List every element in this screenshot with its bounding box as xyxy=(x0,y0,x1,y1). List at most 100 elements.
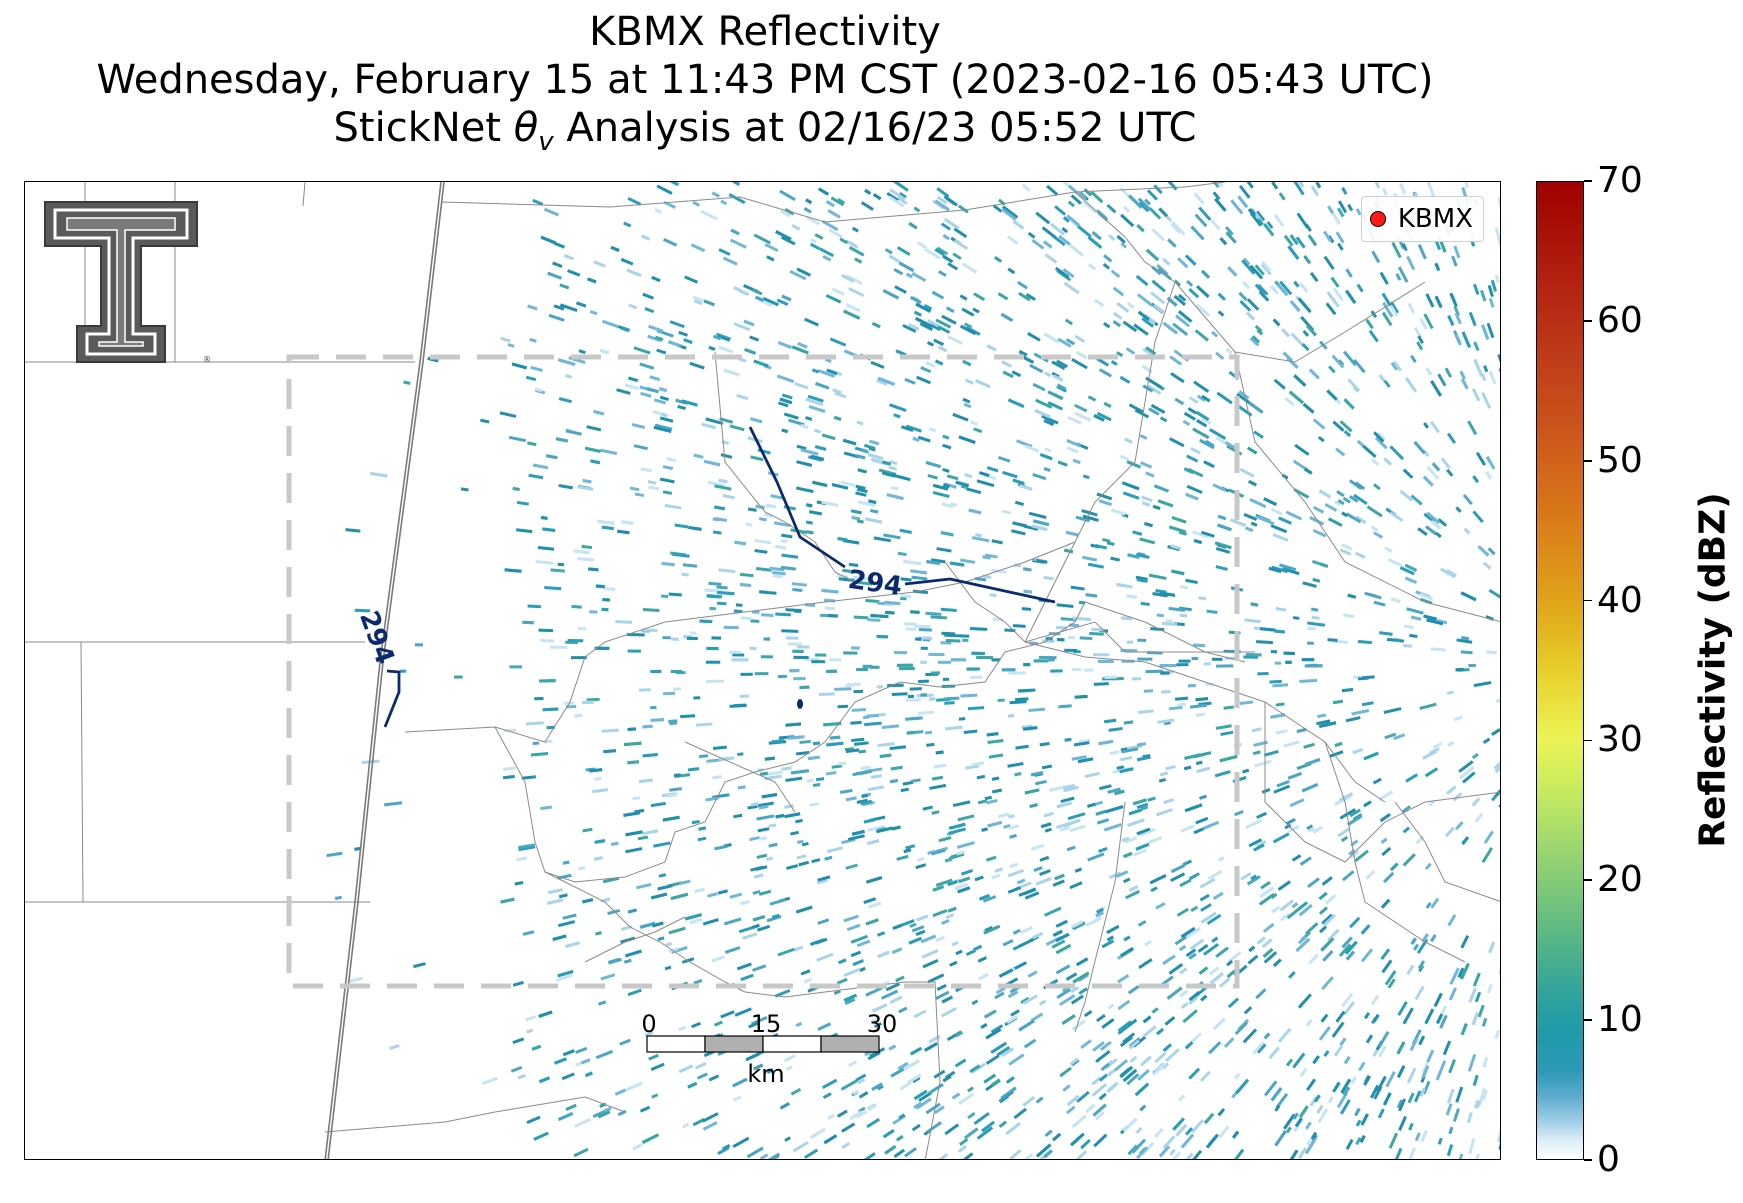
reflectivity-gate xyxy=(791,224,801,231)
reflectivity-gate xyxy=(334,895,342,900)
reflectivity-gate xyxy=(991,658,1001,662)
reflectivity-gate xyxy=(903,848,912,854)
reflectivity-gate xyxy=(575,301,587,308)
reflectivity-gate xyxy=(1266,221,1274,229)
reflectivity-gate xyxy=(1397,266,1409,283)
reflectivity-gate xyxy=(999,1094,1010,1104)
reflectivity-gate xyxy=(826,368,838,376)
reflectivity-gate xyxy=(1391,241,1402,259)
reflectivity-gate xyxy=(1398,1115,1407,1131)
map-panel[interactable]: 294 294 ® 0 15 30 km KBMX xyxy=(24,181,1501,1160)
reflectivity-gate xyxy=(1051,360,1066,371)
reflectivity-gate xyxy=(1137,310,1150,321)
reflectivity-gate xyxy=(1006,1014,1019,1024)
reflectivity-gate xyxy=(1210,219,1221,231)
reflectivity-gate xyxy=(1413,1090,1422,1103)
reflectivity-gate xyxy=(959,294,968,301)
reflectivity-gate xyxy=(1152,1062,1167,1076)
reflectivity-gate xyxy=(526,1028,534,1034)
reflectivity-gate xyxy=(1387,558,1403,568)
reflectivity-gate xyxy=(797,341,808,349)
reflectivity-gate xyxy=(709,606,717,611)
reflectivity-gate xyxy=(845,863,858,870)
reflectivity-gate xyxy=(717,334,731,342)
reflectivity-gate xyxy=(756,853,768,859)
reflectivity-gate xyxy=(1488,941,1496,954)
reflectivity-gate xyxy=(599,448,618,456)
reflectivity-gate xyxy=(1292,1052,1306,1069)
reflectivity-gate xyxy=(841,1122,856,1133)
reflectivity-gate xyxy=(1257,515,1275,526)
reflectivity-gate xyxy=(1498,367,1500,376)
reflectivity-gate xyxy=(672,687,682,691)
reflectivity-gate xyxy=(920,366,932,374)
reflectivity-gate xyxy=(1179,989,1189,998)
reflectivity-gate xyxy=(1159,771,1169,777)
reflectivity-gate xyxy=(1071,755,1087,761)
reflectivity-gate xyxy=(784,1136,791,1142)
reflectivity-gate xyxy=(652,921,664,928)
reflectivity-gate xyxy=(1236,392,1250,404)
reflectivity-gate xyxy=(814,445,827,451)
reflectivity-gate xyxy=(1487,547,1496,556)
reflectivity-gate xyxy=(858,1091,869,1099)
reflectivity-gate xyxy=(1389,305,1399,317)
reflectivity-gate xyxy=(632,1143,644,1151)
reflectivity-gate xyxy=(1022,994,1038,1005)
reflectivity-gate xyxy=(1306,324,1317,337)
reflectivity-gate xyxy=(1175,1123,1188,1137)
reflectivity-gate xyxy=(1129,1055,1138,1064)
reflectivity-gate xyxy=(1183,765,1192,771)
reflectivity-gate xyxy=(1426,1049,1435,1063)
reflectivity-gate xyxy=(1434,531,1442,538)
reflectivity-gate xyxy=(944,701,955,705)
reflectivity-gate xyxy=(1308,953,1319,965)
reflectivity-gate xyxy=(500,897,515,904)
reflectivity-gate xyxy=(1245,818,1263,829)
reflectivity-gate xyxy=(1361,701,1374,707)
reflectivity-gate xyxy=(762,296,779,307)
reflectivity-gate xyxy=(796,444,807,451)
reflectivity-gate xyxy=(1349,808,1362,818)
reflectivity-gate xyxy=(779,1102,790,1110)
reflectivity-gate xyxy=(862,1152,876,1159)
reflectivity-gate xyxy=(870,1017,879,1024)
reflectivity-gate xyxy=(1043,575,1054,581)
reflectivity-gate xyxy=(712,775,722,780)
reflectivity-gate xyxy=(1428,799,1436,807)
reflectivity-gate xyxy=(1343,1000,1356,1016)
reflectivity-gate xyxy=(1437,518,1448,527)
reflectivity-gate xyxy=(768,823,777,828)
reflectivity-gate xyxy=(1001,360,1013,368)
reflectivity-gate xyxy=(1360,924,1371,935)
reflectivity-gate xyxy=(1340,1078,1352,1094)
reflectivity-gate xyxy=(755,567,772,572)
reflectivity-gate xyxy=(871,1003,888,1013)
reflectivity-gate xyxy=(1260,263,1272,276)
reflectivity-gate xyxy=(535,560,554,565)
reflectivity-gate xyxy=(705,660,721,664)
reflectivity-gate xyxy=(558,397,572,404)
reflectivity-gate xyxy=(1136,224,1145,233)
reflectivity-gate xyxy=(1074,694,1088,699)
reflectivity-gate xyxy=(808,510,823,516)
reflectivity-gate xyxy=(1102,262,1111,270)
reflectivity-gate xyxy=(1108,234,1116,241)
reflectivity-gate xyxy=(897,1061,909,1071)
reflectivity-gate xyxy=(1238,291,1248,302)
reflectivity-gate xyxy=(1055,919,1068,928)
reflectivity-gate xyxy=(1371,250,1381,264)
reflectivity-gate xyxy=(1040,822,1052,829)
reflectivity-gate xyxy=(670,892,689,900)
reflectivity-gate xyxy=(639,362,655,370)
reflectivity-gate xyxy=(924,730,933,735)
reflectivity-gate xyxy=(691,1021,702,1029)
reflectivity-gate xyxy=(1293,280,1300,288)
reflectivity-gate xyxy=(1318,721,1337,728)
reflectivity-gate xyxy=(1421,1065,1430,1079)
reflectivity-gate xyxy=(855,667,869,672)
reflectivity-gate xyxy=(905,716,923,721)
reflectivity-gate xyxy=(1331,354,1345,369)
reflectivity-gate xyxy=(838,958,847,965)
reflectivity-gate xyxy=(625,949,642,958)
